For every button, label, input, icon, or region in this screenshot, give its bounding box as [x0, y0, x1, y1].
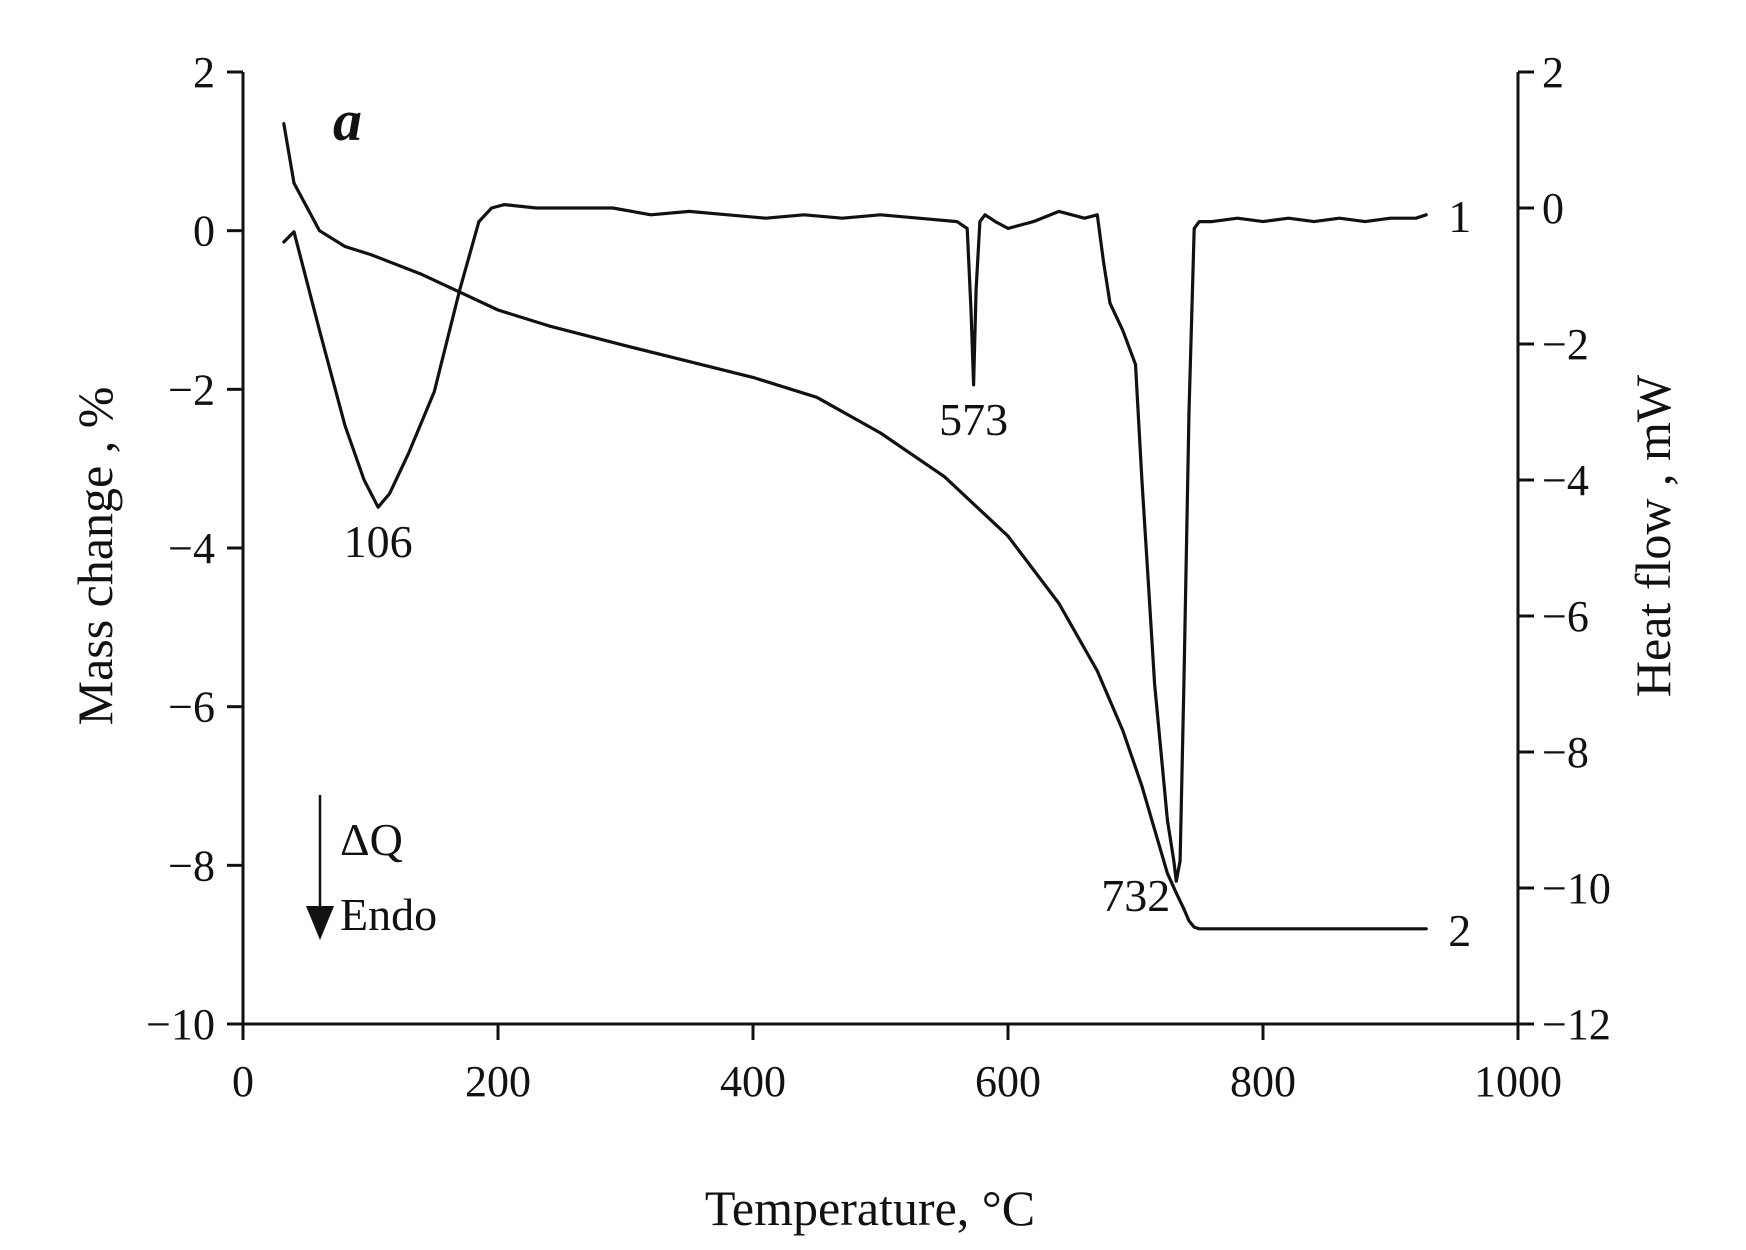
y-right-axis-title: Heat flow , mW [1625, 374, 1681, 697]
annotation-1: 1 [1448, 191, 1471, 242]
y-left-axis-title: Mass change , % [67, 387, 123, 726]
endo-indicator: ΔQ Endo [306, 795, 437, 940]
y-left-tick-label: −8 [168, 841, 215, 890]
series-1-line [282, 203, 1428, 883]
annotation-732: 732 [1101, 870, 1170, 921]
annotation-573: 573 [939, 394, 1008, 445]
y-left-tick-label: −10 [146, 1000, 215, 1049]
y-left-tick-label: −6 [168, 683, 215, 732]
x-tick-label: 1000 [1474, 1057, 1562, 1106]
y-right-tick-label: −12 [1542, 1000, 1611, 1049]
x-tick-label: 600 [975, 1057, 1041, 1106]
y-right-tick-label: −6 [1542, 592, 1589, 641]
endo-label: Endo [340, 889, 437, 940]
panel-label: a [333, 88, 362, 153]
labels: 106 573 732 1 2 [344, 191, 1472, 956]
y-right-tick-label: −4 [1542, 456, 1589, 505]
delta-q-label: ΔQ [340, 814, 403, 865]
annotation-106: 106 [344, 516, 413, 567]
y-left-tick-label: 0 [193, 207, 215, 256]
y-left-tick-label: −2 [168, 365, 215, 414]
y-left-tick-label: −4 [168, 524, 215, 573]
y-right-tick-label: 2 [1542, 48, 1564, 97]
y-right-tick-label: −10 [1542, 864, 1611, 913]
curves [282, 122, 1428, 931]
x-tick-label: 0 [232, 1057, 254, 1106]
x-tick-label: 400 [720, 1057, 786, 1106]
endo-arrow-head [306, 906, 334, 940]
x-axis-title: Temperature, °C [705, 1180, 1035, 1236]
x-tick-label: 200 [465, 1057, 531, 1106]
series-2-line [282, 122, 1428, 931]
y-left-tick-label: 2 [193, 48, 215, 97]
y-right-tick-label: 0 [1542, 184, 1564, 233]
annotation-2: 2 [1448, 905, 1471, 956]
x-tick-label: 800 [1230, 1057, 1296, 1106]
y-right-tick-label: −8 [1542, 728, 1589, 777]
axis-ticks: 0 200 400 600 800 1000 2 0 −2 −4 −6 −8 −10 2 0 −2 −4 −6 −8… [146, 48, 1611, 1106]
y-right-tick-label: −2 [1542, 320, 1589, 369]
